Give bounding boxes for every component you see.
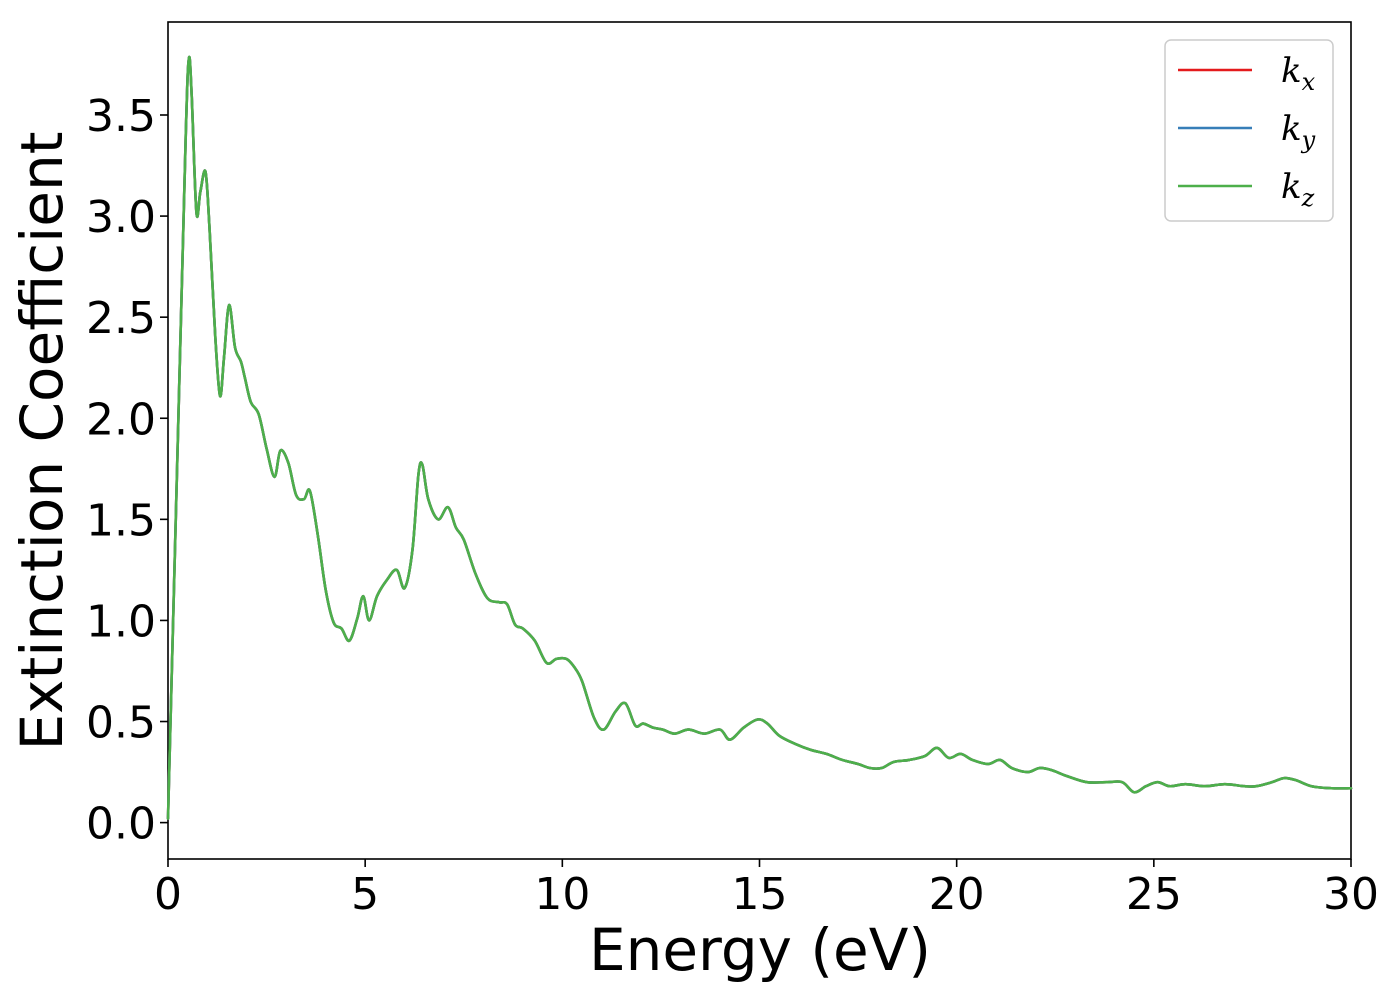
- y-tick-label: 1.0: [86, 596, 156, 647]
- y-tick-label: 3.5: [86, 91, 156, 142]
- legend-label-subscript: y: [1301, 126, 1316, 154]
- y-axis: 0.0 0.5 1.0 1.5 2.0 2.5 3.0 3.5: [86, 91, 168, 850]
- x-axis-title: Energy (eV): [589, 916, 931, 984]
- y-tick-label: 1.5: [86, 495, 156, 546]
- x-tick-label: 10: [534, 869, 590, 920]
- y-tick-label: 0.5: [86, 698, 156, 749]
- legend-label-base: k: [1281, 109, 1302, 149]
- legend-label-base: k: [1281, 51, 1302, 91]
- legend-label-subscript: z: [1301, 184, 1315, 212]
- y-axis-title: Extinction Coefficient: [8, 132, 76, 751]
- x-axis: 0 5 10 15 20 25 30: [154, 859, 1379, 920]
- legend-label: kx: [1281, 51, 1316, 96]
- y-tick-label: 3.0: [86, 192, 156, 243]
- x-tick-label: 30: [1323, 869, 1379, 920]
- series-line-kz: [166, 55, 1353, 820]
- series-layer: [166, 55, 1353, 820]
- legend-box: [1164, 39, 1334, 222]
- legend-label: ky: [1281, 109, 1316, 154]
- y-tick-label: 2.5: [86, 293, 156, 344]
- x-tick-label: 25: [1126, 869, 1182, 920]
- x-tick-label: 15: [732, 869, 788, 920]
- y-tick-label: 2.0: [86, 394, 156, 445]
- legend-label: kz: [1281, 167, 1315, 212]
- legend-label-subscript: x: [1302, 68, 1316, 96]
- x-tick-label: 0: [154, 869, 182, 920]
- legend-label-base: k: [1281, 167, 1302, 207]
- y-tick-label: 0.0: [86, 799, 156, 850]
- x-tick-label: 5: [351, 869, 379, 920]
- x-tick-label: 20: [929, 869, 985, 920]
